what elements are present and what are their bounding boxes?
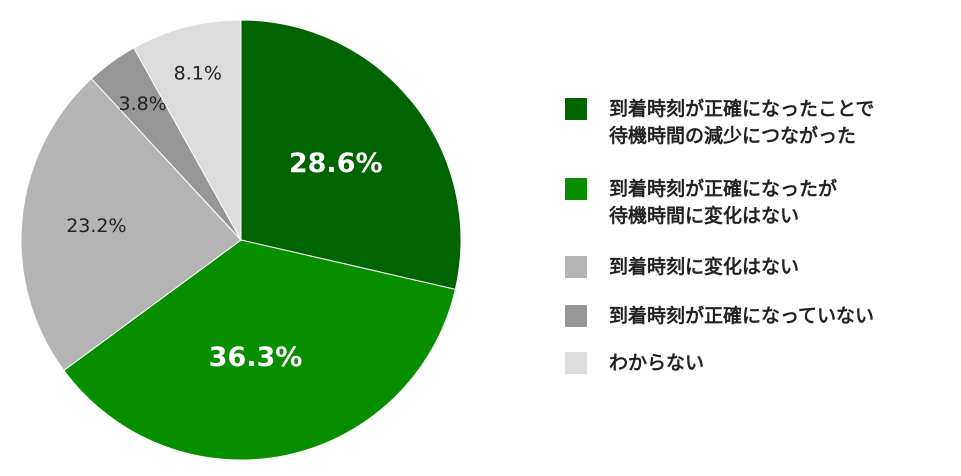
- legend-swatch: [565, 98, 587, 120]
- legend-item-unknown: わからない: [565, 350, 704, 377]
- legend-swatch: [565, 178, 587, 200]
- slice-percent-label: 28.6%: [289, 148, 383, 179]
- legend-item-not-accurate: 到着時刻が正確になっていない: [565, 303, 874, 330]
- pie-chart: 28.6% 36.3% 23.2% 3.8% 8.1%: [20, 19, 462, 461]
- slice-percent-label: 3.8%: [119, 93, 167, 115]
- slice-percent-label: 8.1%: [174, 62, 222, 84]
- pie-slice: [240, 19, 462, 290]
- legend-label: 到着時刻が正確になっていない: [609, 305, 875, 327]
- slice-percent-label: 36.3%: [209, 342, 303, 373]
- legend-label: わからない: [609, 352, 705, 374]
- legend-label: 到着時刻に変化はない: [609, 256, 800, 278]
- legend-swatch: [565, 352, 587, 374]
- legend-item-no-change: 到着時刻に変化はない: [565, 254, 799, 281]
- pie-slice: [133, 19, 242, 242]
- legend: 到着時刻が正確になったことで 待機時間の減少につながった 到着時刻が正確になった…: [565, 0, 955, 476]
- pie-slice: [20, 77, 242, 372]
- legend-item-accurate-reduced-wait: 到着時刻が正確になったことで 待機時間の減少につながった: [565, 96, 874, 150]
- slice-percent-label: 23.2%: [66, 215, 126, 237]
- legend-label: 到着時刻が正確になったことで 待機時間の減少につながった: [609, 98, 875, 147]
- legend-swatch: [565, 256, 587, 278]
- legend-label: 到着時刻が正確になったが 待機時間に変化はない: [609, 178, 838, 227]
- pie-slice: [63, 239, 456, 461]
- legend-item-accurate-no-wait-change: 到着時刻が正確になったが 待機時間に変化はない: [565, 176, 837, 230]
- legend-swatch: [565, 305, 587, 327]
